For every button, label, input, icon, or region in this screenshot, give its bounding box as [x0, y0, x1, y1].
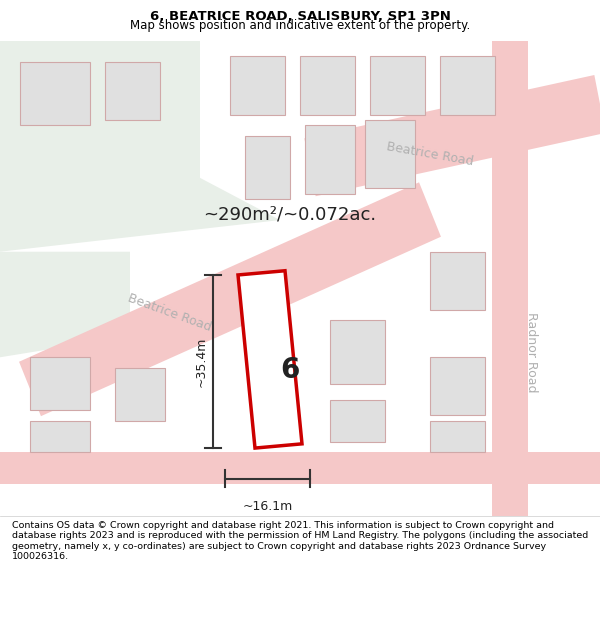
Polygon shape [300, 56, 355, 114]
Polygon shape [430, 421, 485, 452]
Polygon shape [238, 271, 302, 448]
Text: ~35.4m: ~35.4m [194, 336, 208, 387]
Polygon shape [370, 56, 425, 114]
Text: Contains OS data © Crown copyright and database right 2021. This information is : Contains OS data © Crown copyright and d… [12, 521, 588, 561]
Text: ~290m²/~0.072ac.: ~290m²/~0.072ac. [203, 206, 377, 224]
Polygon shape [430, 252, 485, 310]
Polygon shape [304, 75, 600, 196]
Polygon shape [20, 62, 90, 125]
Text: Beatrice Road: Beatrice Road [386, 141, 475, 169]
Polygon shape [30, 421, 90, 452]
Text: 6, BEATRICE ROAD, SALISBURY, SP1 3PN: 6, BEATRICE ROAD, SALISBURY, SP1 3PN [149, 10, 451, 23]
Polygon shape [0, 41, 280, 252]
Polygon shape [105, 62, 160, 120]
Polygon shape [330, 321, 385, 384]
Text: Radnor Road: Radnor Road [526, 312, 539, 392]
Polygon shape [330, 399, 385, 442]
Polygon shape [19, 182, 441, 416]
Polygon shape [0, 252, 130, 358]
Polygon shape [115, 368, 165, 421]
Text: ~16.1m: ~16.1m [242, 500, 293, 512]
Polygon shape [492, 41, 528, 516]
Polygon shape [430, 357, 485, 416]
Polygon shape [365, 120, 415, 188]
Polygon shape [30, 357, 90, 410]
Text: Map shows position and indicative extent of the property.: Map shows position and indicative extent… [130, 19, 470, 32]
Text: Beatrice Road: Beatrice Road [127, 292, 214, 334]
Polygon shape [230, 56, 285, 114]
Polygon shape [0, 452, 600, 484]
Polygon shape [440, 56, 495, 114]
Polygon shape [305, 125, 355, 194]
Text: 6: 6 [280, 356, 299, 384]
Polygon shape [245, 136, 290, 199]
